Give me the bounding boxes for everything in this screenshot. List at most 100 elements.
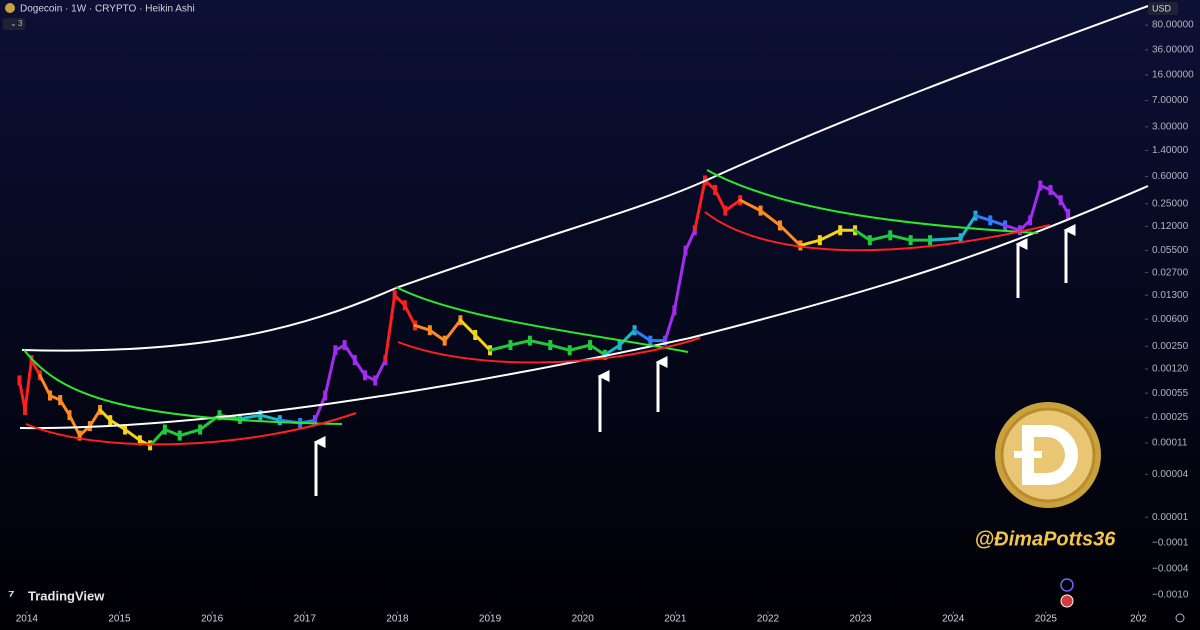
x-tick-label: 2018 xyxy=(386,614,409,625)
price-segment xyxy=(723,198,742,213)
author-handle: @ĐimaPotts36 xyxy=(975,528,1117,550)
lower-channel xyxy=(19,185,1149,430)
price-segment xyxy=(988,218,1007,227)
watermark: TradingView xyxy=(28,588,105,603)
x-tick-label: 2015 xyxy=(108,614,131,625)
symbol-title: Dogecoin · 1W · CRYPTO · Heikin Ashi xyxy=(20,4,195,15)
coin-logo xyxy=(995,402,1101,508)
indicator-caret: ⌄ xyxy=(10,19,17,28)
price-segment xyxy=(163,428,182,438)
price-segment xyxy=(778,223,802,247)
price-segment xyxy=(148,428,167,447)
price-segment xyxy=(413,323,432,332)
price-segment xyxy=(458,318,477,337)
x-tick-label: 2014 xyxy=(16,614,39,625)
price-segment xyxy=(1003,223,1022,232)
y-tick-label: 0.00055 xyxy=(1152,388,1189,399)
y-tick-label: 7.00000 xyxy=(1152,95,1189,106)
price-segment xyxy=(738,198,763,213)
red-curve xyxy=(704,211,1051,252)
x-tick-label: 2022 xyxy=(757,614,780,625)
x-tick-label: 2017 xyxy=(294,614,317,625)
y-tick-label: 0.00025 xyxy=(1152,412,1189,423)
y-tick-label: 0.00120 xyxy=(1152,364,1189,375)
heikin-ashi-candle xyxy=(1066,208,1071,219)
price-segment xyxy=(868,233,892,242)
y-tick-label: 0.00001 xyxy=(1152,512,1189,523)
plot-area xyxy=(17,175,1071,451)
upper-channel xyxy=(21,5,1149,352)
y-tick-label: 0.00600 xyxy=(1152,314,1189,325)
price-segment xyxy=(548,343,572,352)
indicator-count: 3 xyxy=(18,19,23,28)
y-tick-label: 16.00000 xyxy=(1152,70,1194,81)
price-segment xyxy=(928,236,963,242)
annotations xyxy=(19,5,1149,496)
y-tick-label: 0.00011 xyxy=(1152,438,1188,449)
price-segment xyxy=(238,413,262,421)
y-tick-label: 3.00000 xyxy=(1152,121,1189,132)
price-segment xyxy=(443,318,462,343)
y-tick-label: 0.02700 xyxy=(1152,267,1189,278)
settings-icon[interactable] xyxy=(1175,613,1185,623)
price-segment xyxy=(798,238,822,247)
y-tick-label: 0.05500 xyxy=(1152,245,1189,256)
price-segment xyxy=(383,293,397,362)
y-tick-label: 0.60000 xyxy=(1152,171,1189,182)
x-tick-label: 2025 xyxy=(1035,614,1058,625)
y-axis-label: −0.0010 xyxy=(1152,590,1189,601)
y-tick-label: 0.00004 xyxy=(1152,469,1189,480)
currency-box[interactable] xyxy=(1148,2,1178,15)
price-segment xyxy=(588,343,607,357)
price-segment xyxy=(1028,184,1042,222)
price-segment xyxy=(853,228,872,242)
flag-icon[interactable] xyxy=(1060,594,1074,608)
price-segment xyxy=(23,358,33,412)
green-curve xyxy=(23,349,343,425)
price-segment xyxy=(178,428,202,438)
price-segment xyxy=(508,339,532,347)
price-segment xyxy=(672,249,688,312)
x-tick-label: 2016 xyxy=(201,614,224,625)
red-curve xyxy=(25,412,357,446)
price-segment xyxy=(568,343,592,352)
price-segment xyxy=(488,343,512,352)
y-axis-label: −0.0004 xyxy=(1152,564,1189,575)
price-segment xyxy=(323,348,337,398)
price-segment xyxy=(123,428,142,442)
price-segment xyxy=(973,214,992,222)
price-segment xyxy=(528,339,552,347)
price-segment xyxy=(603,343,622,357)
event-icon[interactable] xyxy=(1060,578,1074,592)
price-segment xyxy=(818,228,842,242)
x-tick-label: 2019 xyxy=(479,614,502,625)
x-tick-label: 2020 xyxy=(572,614,595,625)
price-segment xyxy=(693,178,707,232)
y-tick-label: 0.01300 xyxy=(1152,290,1189,301)
green-curve xyxy=(706,169,1039,234)
x-tick-label: 2023 xyxy=(849,614,872,625)
y-axis-label: −0.0001 xyxy=(1152,538,1189,549)
y-tick-label: 80.00000 xyxy=(1152,20,1194,31)
y-tick-label: 36.00000 xyxy=(1152,44,1194,55)
x-tick-label: 202 xyxy=(1130,614,1147,625)
price-segment xyxy=(759,209,782,227)
x-tick-label: 2021 xyxy=(664,614,687,625)
red-curve xyxy=(397,337,701,364)
price-segment xyxy=(618,328,637,347)
y-tick-label: 1.40000 xyxy=(1152,145,1189,156)
indicator-toggle[interactable] xyxy=(3,18,25,30)
y-tick-label: 0.12000 xyxy=(1152,221,1189,232)
price-segment xyxy=(633,328,652,343)
price-segment xyxy=(428,328,447,343)
x-tick-label: 2024 xyxy=(942,614,965,625)
price-segment xyxy=(888,233,913,242)
y-tick-label: 0.25000 xyxy=(1152,198,1189,209)
watermark-logo: ⁷ xyxy=(8,588,15,605)
y-tick-label: 0.00250 xyxy=(1152,341,1189,352)
price-segment xyxy=(959,214,977,240)
price-segment xyxy=(473,333,492,352)
currency-label: USD xyxy=(1152,3,1172,13)
